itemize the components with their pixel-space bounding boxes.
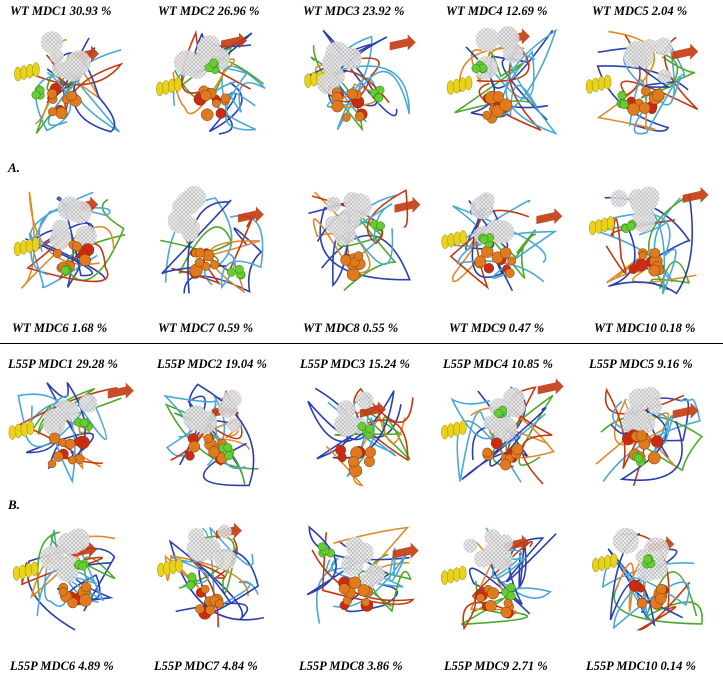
structure-wt-mdc4 bbox=[440, 20, 568, 145]
structure-l55p-mdc7 bbox=[150, 515, 278, 640]
label-l55p-mdc2: L55P MDC2 19.04 % bbox=[157, 357, 267, 371]
label-wt-mdc9: WT MDC9 0.47 % bbox=[449, 321, 545, 335]
structure-l55p-mdc6 bbox=[8, 515, 136, 640]
label-wt-mdc2: WT MDC2 26.96 % bbox=[158, 4, 260, 18]
structure-wt-mdc7 bbox=[150, 180, 278, 305]
label-wt-mdc1: WT MDC1 30.93 % bbox=[10, 4, 112, 18]
label-wt-mdc10: WT MDC10 0.18 % bbox=[594, 321, 696, 335]
structure-l55p-mdc1 bbox=[8, 372, 136, 497]
label-l55p-mdc10: L55P MDC10 0.14 % bbox=[586, 659, 696, 673]
structure-wt-mdc3 bbox=[295, 20, 423, 145]
label-l55p-mdc3: L55P MDC3 15.24 % bbox=[300, 357, 410, 371]
structure-l55p-mdc9 bbox=[440, 515, 568, 640]
structure-l55p-mdc2 bbox=[150, 372, 278, 497]
label-wt-mdc6: WT MDC6 1.68 % bbox=[12, 321, 108, 335]
structure-wt-mdc8 bbox=[295, 180, 423, 305]
label-l55p-mdc4: L55P MDC4 10.85 % bbox=[443, 357, 553, 371]
structure-l55p-mdc3 bbox=[295, 372, 423, 497]
panel-b-letter: B. bbox=[8, 497, 20, 512]
structure-wt-mdc10 bbox=[585, 180, 713, 305]
structure-l55p-mdc8 bbox=[295, 515, 423, 640]
label-wt-mdc4: WT MDC4 12.69 % bbox=[446, 4, 548, 18]
structure-wt-mdc1 bbox=[8, 20, 136, 145]
label-wt-mdc8: WT MDC8 0.55 % bbox=[303, 321, 399, 335]
label-l55p-mdc9: L55P MDC9 2.71 % bbox=[444, 659, 548, 673]
label-wt-mdc3: WT MDC3 23.92 % bbox=[303, 4, 405, 18]
panel-a-letter: A. bbox=[8, 160, 20, 175]
structure-wt-mdc6 bbox=[8, 180, 136, 305]
label-wt-mdc7: WT MDC7 0.59 % bbox=[158, 321, 254, 335]
label-wt-mdc5: WT MDC5 2.04 % bbox=[592, 4, 688, 18]
structure-wt-mdc2 bbox=[150, 20, 278, 145]
label-l55p-mdc5: L55P MDC5 9.16 % bbox=[589, 357, 693, 371]
panel-divider bbox=[0, 343, 723, 344]
label-l55p-mdc1: L55P MDC1 29.28 % bbox=[8, 357, 118, 371]
label-l55p-mdc8: L55P MDC8 3.86 % bbox=[299, 659, 403, 673]
structure-l55p-mdc10 bbox=[585, 515, 713, 640]
structure-wt-mdc5 bbox=[585, 20, 713, 145]
structure-wt-mdc9 bbox=[440, 180, 568, 305]
label-l55p-mdc7: L55P MDC7 4.84 % bbox=[154, 659, 258, 673]
structure-l55p-mdc5 bbox=[585, 372, 713, 497]
structure-l55p-mdc4 bbox=[440, 372, 568, 497]
label-l55p-mdc6: L55P MDC6 4.89 % bbox=[10, 659, 114, 673]
